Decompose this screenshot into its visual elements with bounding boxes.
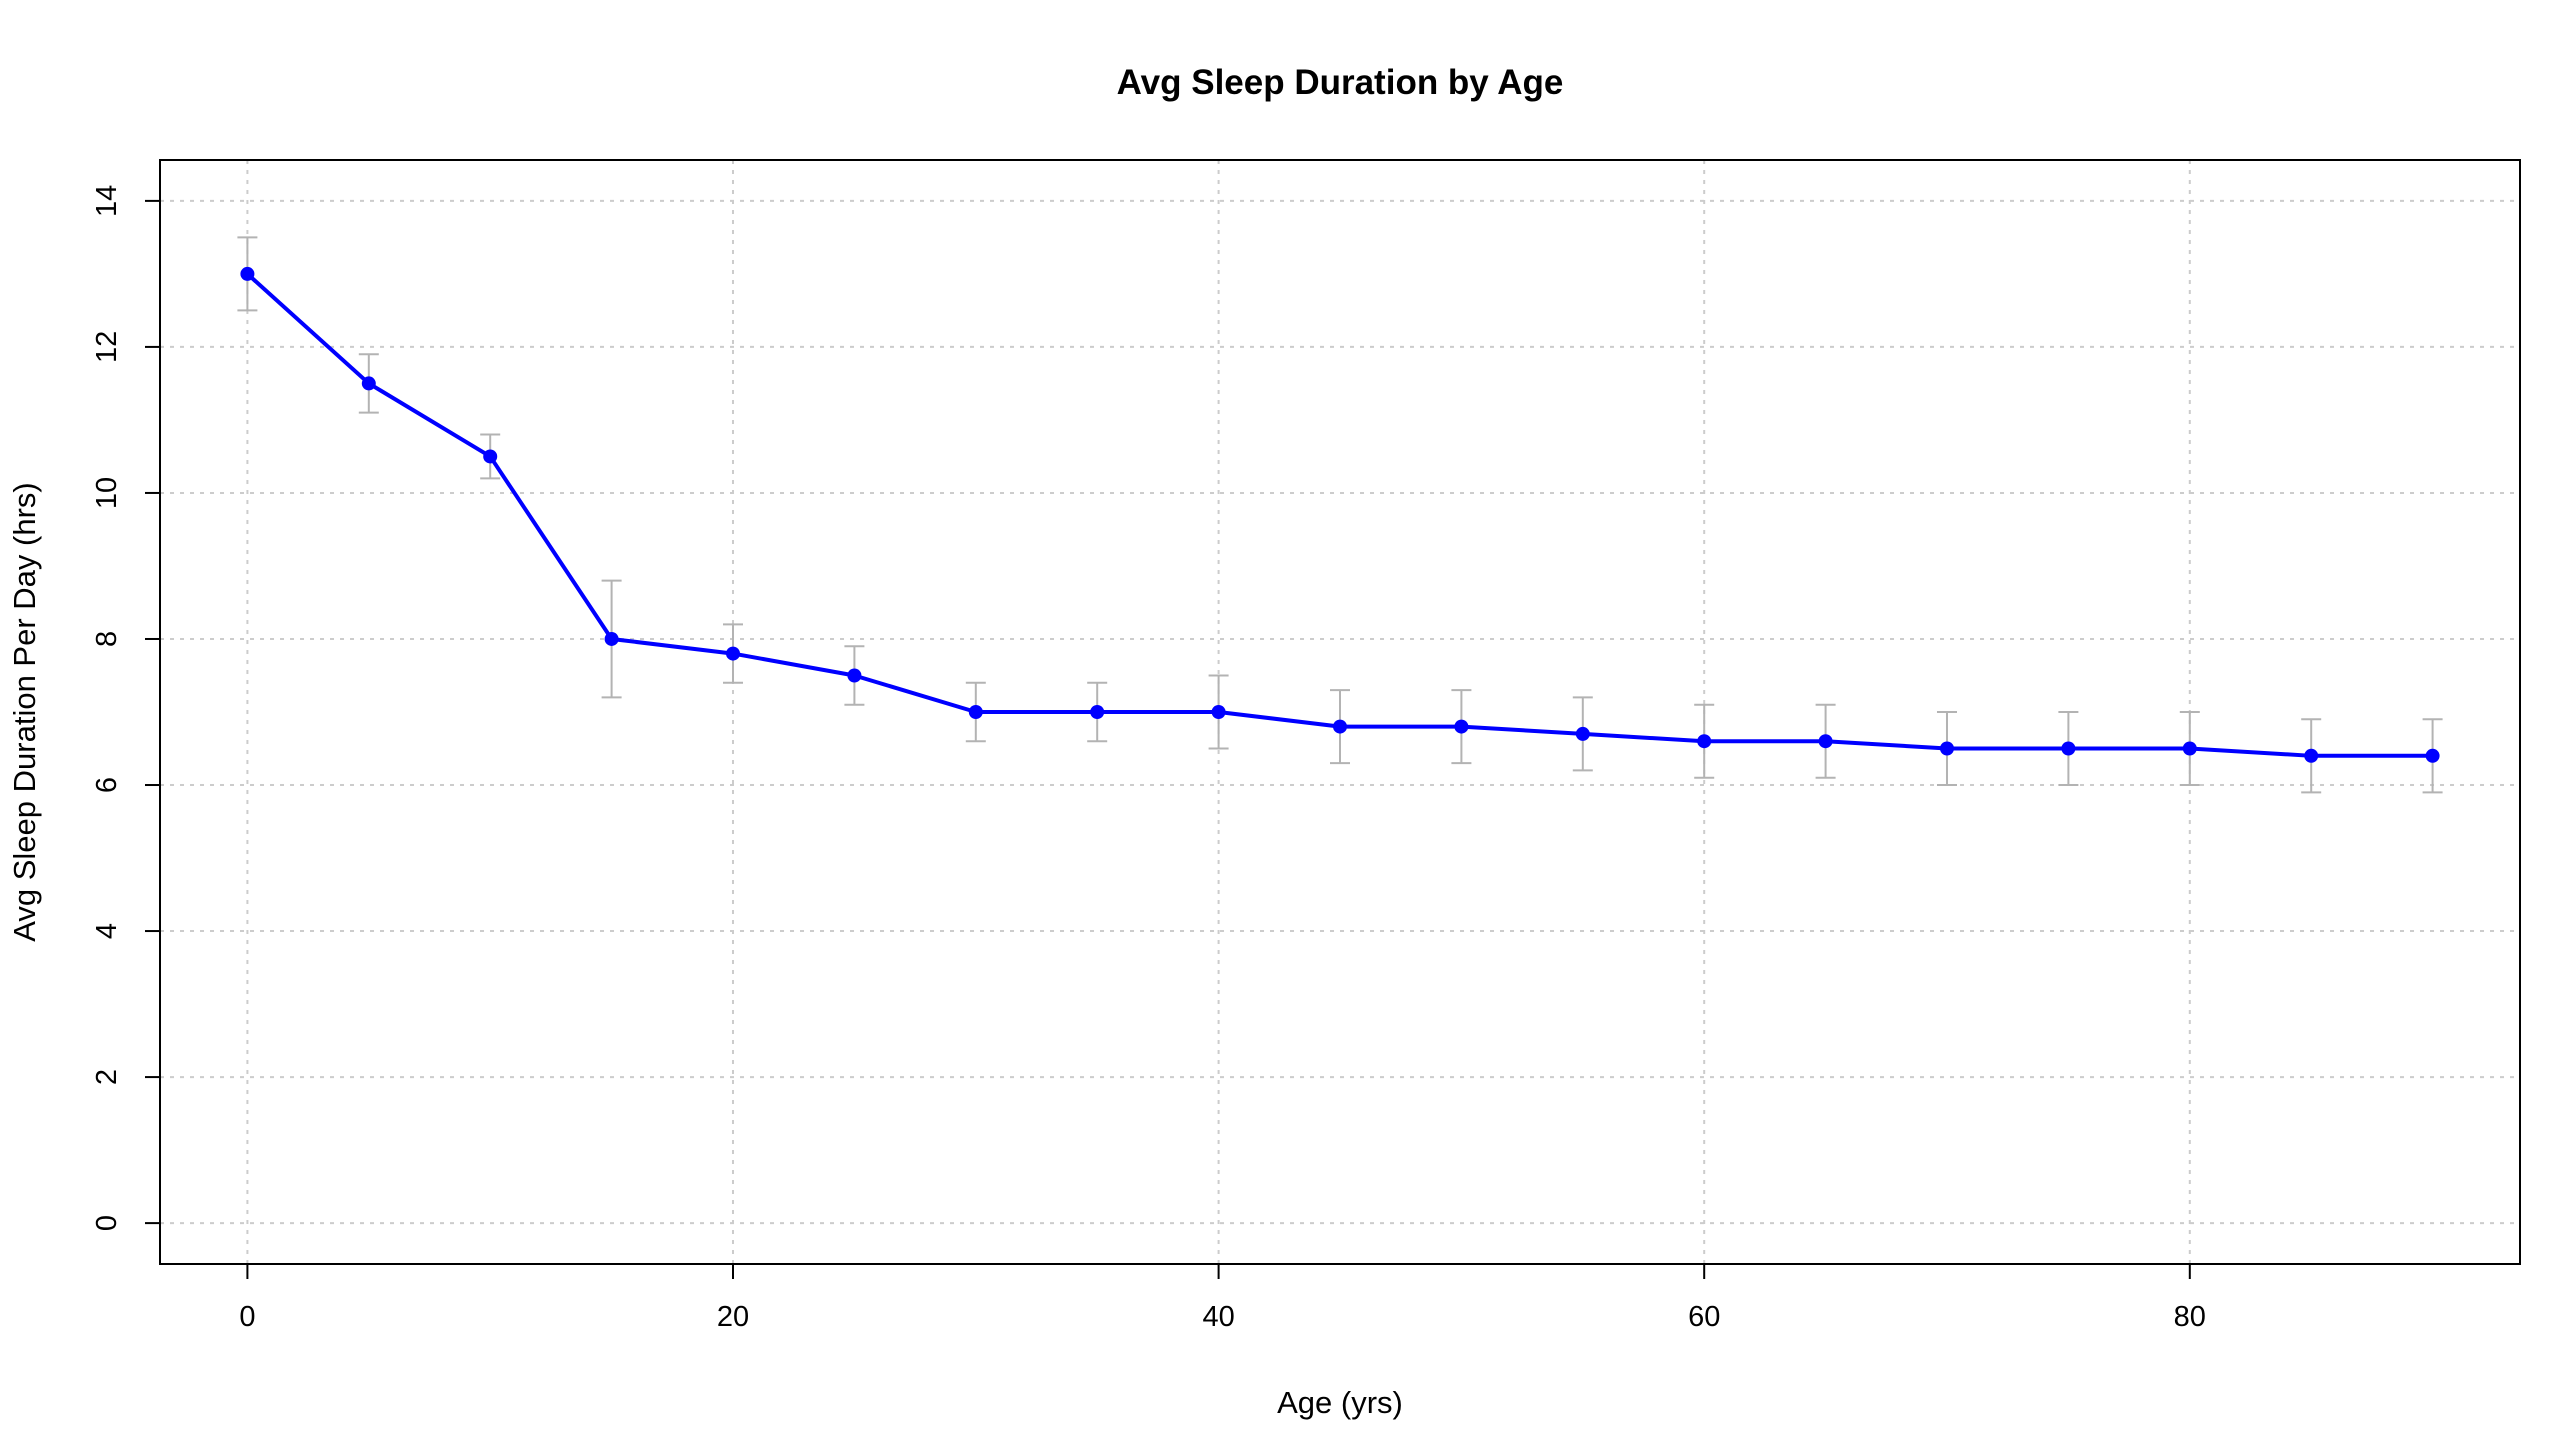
chart-title: Avg Sleep Duration by Age bbox=[1117, 63, 1564, 102]
data-point bbox=[726, 646, 741, 661]
axes: 0 20 40 60 80 0 2 4 6 8 10 12 14 bbox=[91, 185, 2206, 1333]
data-point bbox=[1697, 734, 1712, 749]
y-tick-label: 6 bbox=[91, 777, 123, 793]
data-point bbox=[1939, 741, 1954, 756]
data-point bbox=[604, 631, 619, 646]
data-point bbox=[1211, 705, 1226, 719]
series-layer bbox=[240, 266, 2440, 763]
data-point bbox=[1333, 719, 1347, 734]
data-point bbox=[1090, 705, 1105, 719]
y-axis-label: Avg Sleep Duration Per Day (hrs) bbox=[7, 482, 42, 941]
y-tick-label: 10 bbox=[91, 477, 123, 509]
data-point bbox=[2182, 741, 2197, 756]
data-point bbox=[2061, 741, 2076, 756]
x-axis-label: Age (yrs) bbox=[1277, 1385, 1403, 1420]
y-tick-label: 14 bbox=[91, 185, 123, 217]
x-tick-label: 60 bbox=[1688, 1301, 1720, 1333]
data-point bbox=[2304, 748, 2319, 763]
x-tick-label: 0 bbox=[239, 1301, 255, 1333]
y-tick-label: 8 bbox=[91, 631, 123, 647]
data-point bbox=[361, 376, 376, 391]
x-tick-label: 20 bbox=[717, 1301, 749, 1333]
data-point bbox=[968, 705, 983, 719]
error-bars bbox=[237, 236, 2443, 794]
y-tick-label: 0 bbox=[91, 1215, 123, 1231]
x-tick-label: 40 bbox=[1202, 1301, 1234, 1333]
data-point bbox=[1575, 726, 1590, 741]
data-point bbox=[2425, 748, 2440, 763]
x-tick-label: 80 bbox=[2174, 1301, 2206, 1333]
y-tick-label: 4 bbox=[91, 923, 123, 939]
data-point bbox=[1454, 719, 1469, 734]
data-point bbox=[240, 266, 255, 281]
y-tick-label: 12 bbox=[91, 331, 123, 363]
data-point bbox=[483, 449, 498, 464]
data-point bbox=[847, 668, 862, 683]
data-point bbox=[1818, 734, 1833, 749]
y-tick-label: 2 bbox=[91, 1069, 123, 1085]
